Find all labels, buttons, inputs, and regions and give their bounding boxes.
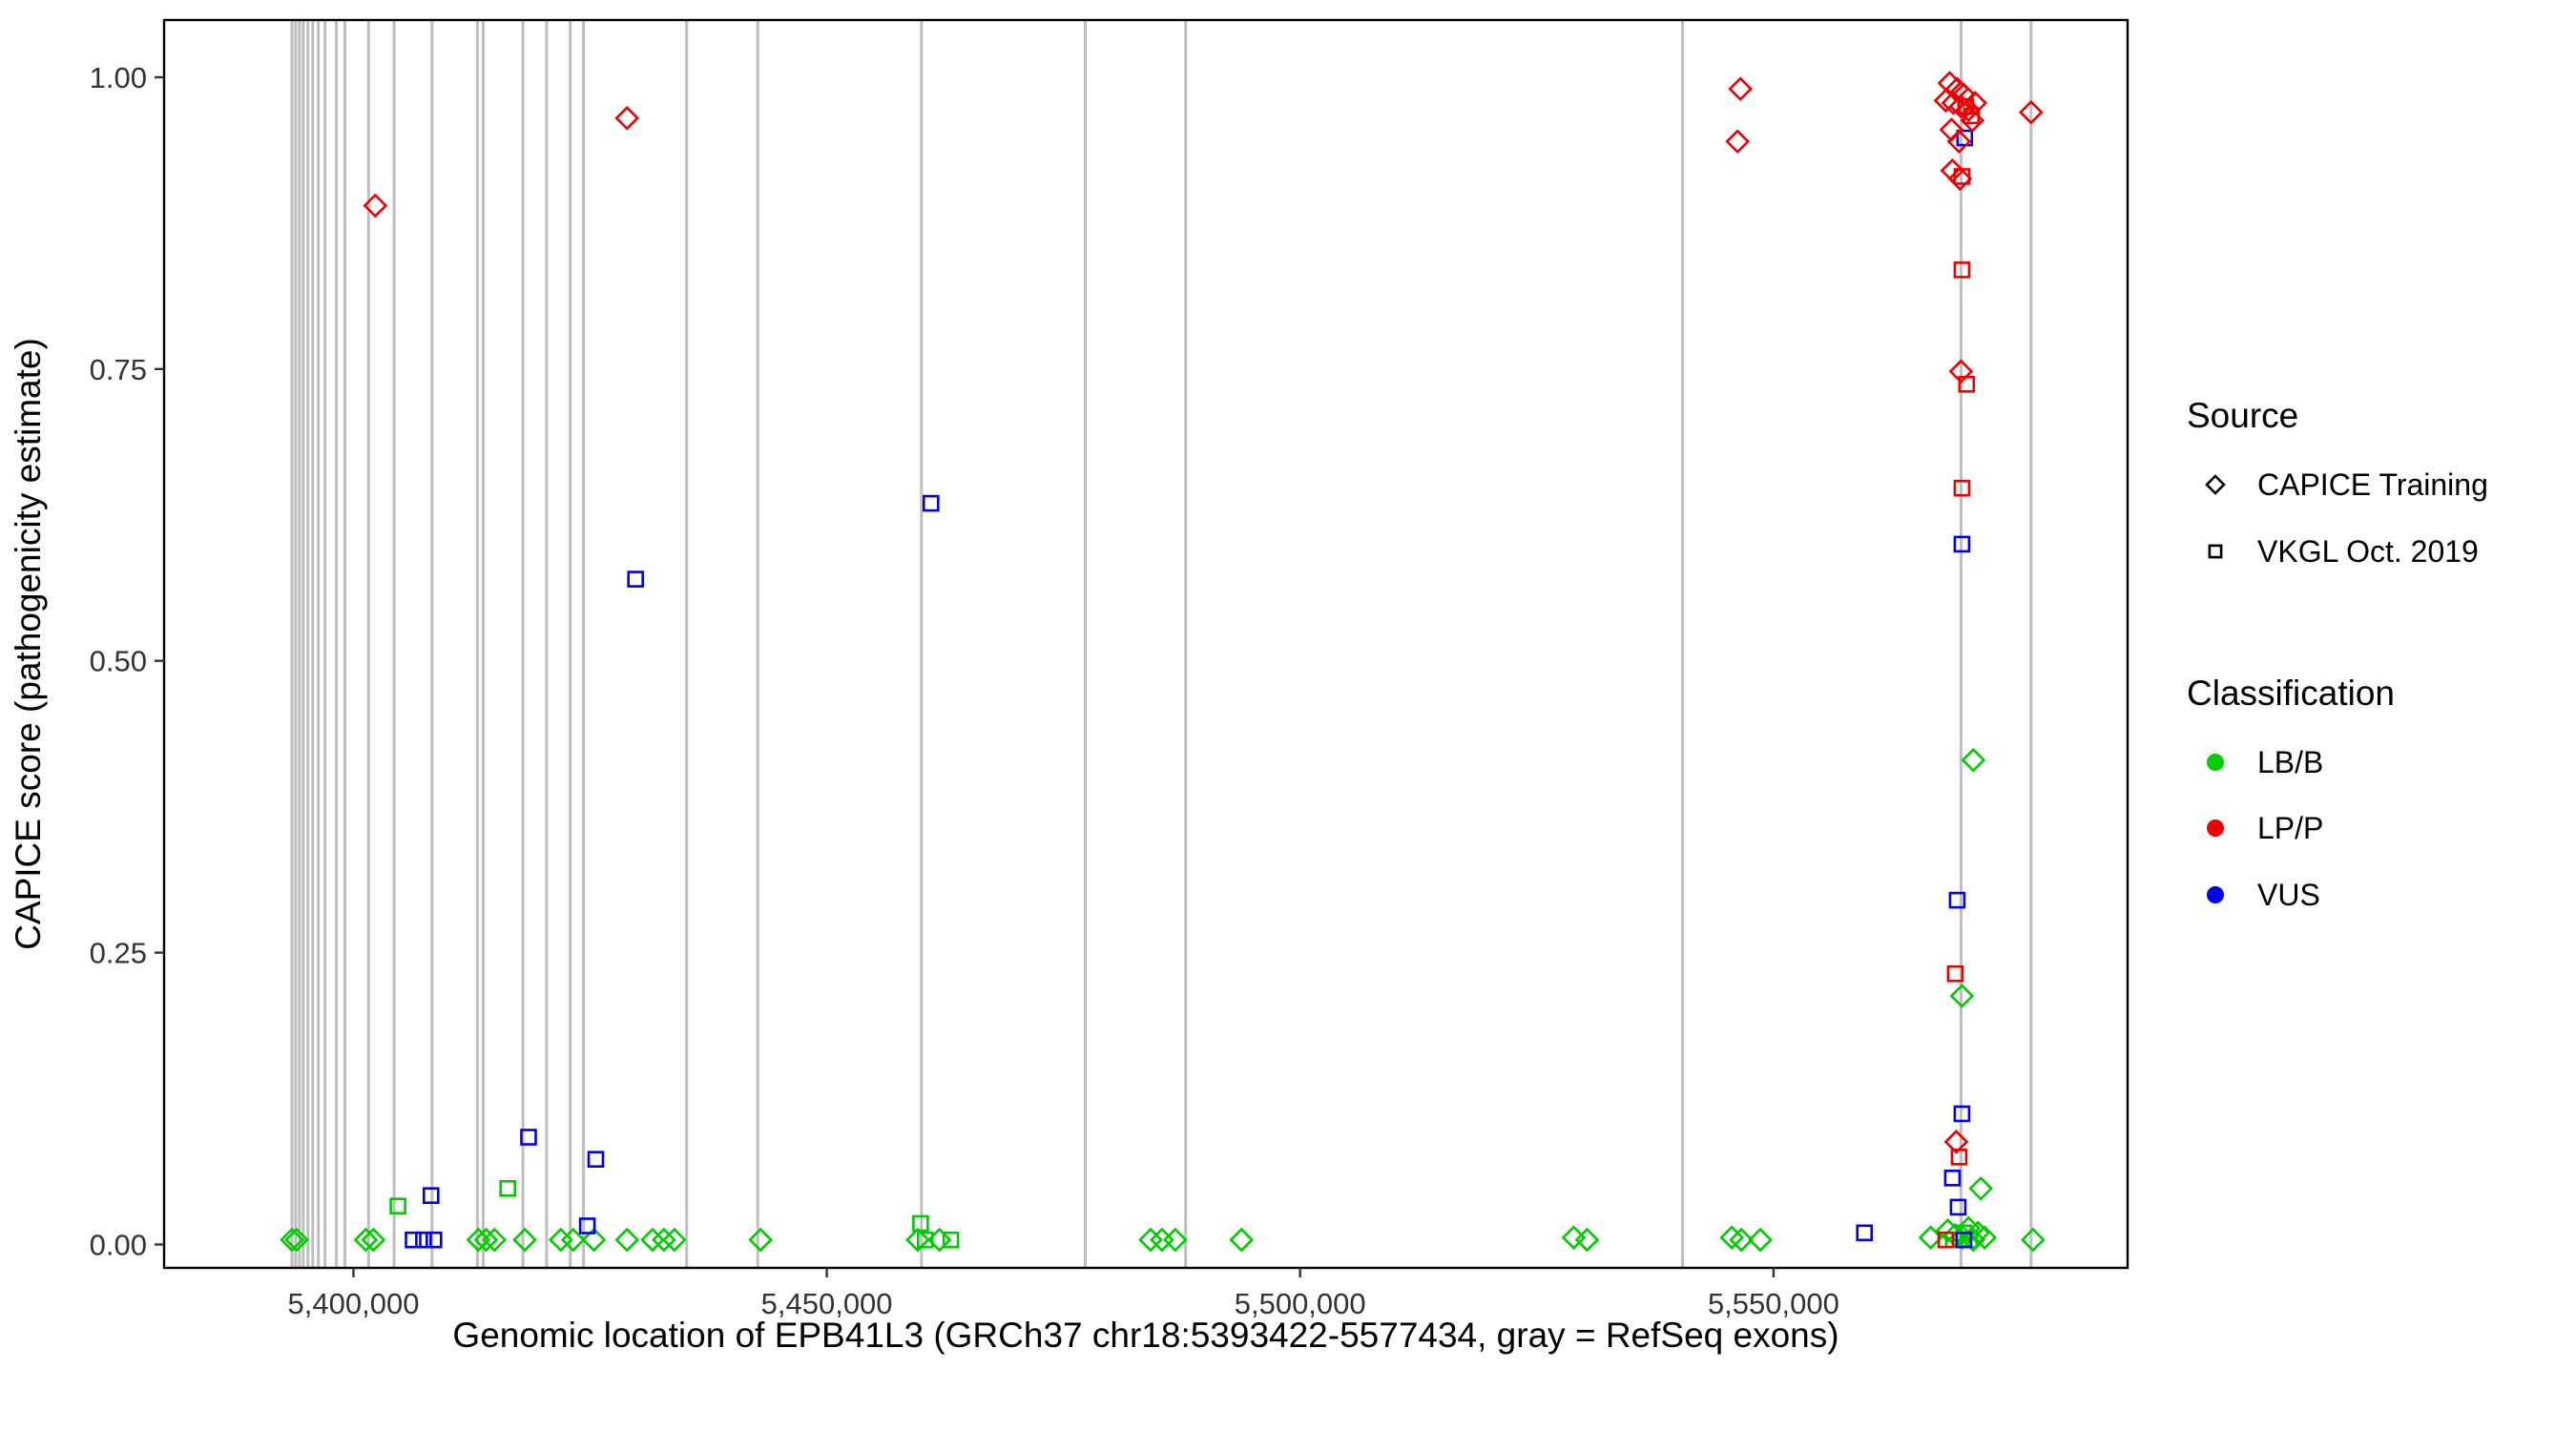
data-point (1956, 97, 1982, 123)
data-point (1729, 1227, 1754, 1253)
data-point (422, 1187, 440, 1204)
x-axis-title: Genomic location of EPB41L3 (GRCh37 chr1… (452, 1316, 1839, 1355)
data-point (922, 494, 940, 512)
plot-panel (164, 20, 2128, 1268)
data-point (466, 1227, 491, 1253)
y-axis-tick-label: 0.00 (90, 1229, 147, 1262)
y-axis-tick-label: 1.00 (90, 61, 147, 94)
data-point (499, 1180, 517, 1197)
legend-color-dot-icon (2207, 819, 2224, 837)
data-point (912, 1214, 929, 1233)
data-point (748, 1227, 773, 1253)
legend-source-item-label: VKGL Oct. 2019 (2257, 534, 2479, 569)
data-point (1953, 535, 1971, 553)
panel-border (162, 18, 2129, 1270)
legend-square-icon (2208, 544, 2223, 559)
data-point (1968, 1175, 1994, 1201)
series-vkgl-oct-2019-vus (405, 129, 1974, 1249)
series-capice-training-lp-p (363, 71, 2044, 1154)
data-point (284, 1227, 309, 1253)
legend-color-dot-icon (2207, 886, 2224, 903)
x-axis-tick-label: 5,450,000 (761, 1287, 893, 1320)
data-point (1953, 479, 1971, 497)
data-point (640, 1227, 665, 1253)
data-point (1162, 1227, 1188, 1253)
data-point (1943, 1130, 1969, 1154)
y-axis-tick-label: 0.75 (90, 353, 147, 386)
legend-classification-item-label: VUS (2257, 878, 2320, 912)
data-point (520, 1129, 537, 1146)
data-point (1948, 93, 1974, 119)
data-point (1946, 129, 1972, 155)
data-point (2020, 1227, 2046, 1253)
data-point (1937, 1231, 1955, 1249)
data-point (415, 1231, 432, 1249)
data-point (578, 1217, 596, 1234)
data-point (1935, 1217, 1961, 1243)
data-point (473, 1227, 499, 1253)
legend-source-title: Source (2187, 396, 2298, 435)
data-point (353, 1227, 379, 1253)
y-axis-tick-label: 0.50 (90, 645, 147, 678)
x-axis-tick-label: 5,400,000 (288, 1287, 420, 1320)
data-point (1963, 91, 1988, 115)
data-point (614, 105, 640, 131)
data-point (1748, 1227, 1773, 1253)
legend-classification-title: Classification (2187, 674, 2395, 713)
data-point (581, 1227, 607, 1253)
data-point (1138, 1227, 1163, 1253)
legend-source-item-label: CAPICE Training (2257, 467, 2488, 502)
data-point (512, 1227, 537, 1253)
legend-color-dot-icon (2207, 754, 2224, 771)
data-point (1941, 91, 1966, 115)
x-axis-tick-label: 5,550,000 (1708, 1287, 1839, 1320)
y-axis-title: CAPICE score (pathogenicity estimate) (9, 338, 48, 950)
data-point (1948, 359, 1974, 384)
data-point (363, 193, 388, 218)
data-point (1943, 1170, 1962, 1187)
data-point (1953, 1105, 1971, 1123)
y-axis-tick-label: 0.25 (90, 937, 147, 970)
data-point (1948, 891, 1966, 909)
data-point (405, 1231, 422, 1249)
legend-diamond-icon (2205, 474, 2226, 495)
data-point (942, 1231, 960, 1249)
data-point (482, 1227, 508, 1253)
data-point (1960, 108, 1985, 134)
data-point (389, 1197, 406, 1214)
data-point (280, 1227, 304, 1253)
data-point (1955, 1231, 1973, 1249)
data-point (1947, 166, 1973, 192)
data-point (1728, 76, 1754, 102)
data-point (1933, 88, 1959, 114)
data-point (587, 1151, 605, 1168)
data-point (425, 1231, 443, 1249)
data-point (1725, 129, 1751, 155)
data-point (652, 1227, 676, 1253)
data-point (560, 1227, 586, 1253)
data-point (1949, 1198, 1967, 1216)
data-point (614, 1227, 640, 1253)
data-point (1953, 261, 1971, 279)
data-point (661, 1227, 687, 1253)
legend-classification-item-label: LB/B (2257, 745, 2323, 779)
data-point (1946, 964, 1964, 983)
data-point (905, 1227, 930, 1253)
data-point (1229, 1227, 1255, 1253)
data-point (1574, 1227, 1600, 1253)
data-point (916, 1231, 934, 1249)
data-point (1719, 1225, 1745, 1251)
data-point (1949, 984, 1975, 1008)
data-point (361, 1227, 386, 1253)
legend-classification-item-label: LP/P (2257, 811, 2323, 845)
data-point (1961, 747, 1986, 773)
data-point (1856, 1224, 1873, 1242)
data-point (627, 570, 645, 588)
data-point (2018, 99, 2044, 125)
data-point (1961, 1227, 1986, 1253)
x-axis-tick-label: 5,500,000 (1235, 1287, 1366, 1320)
